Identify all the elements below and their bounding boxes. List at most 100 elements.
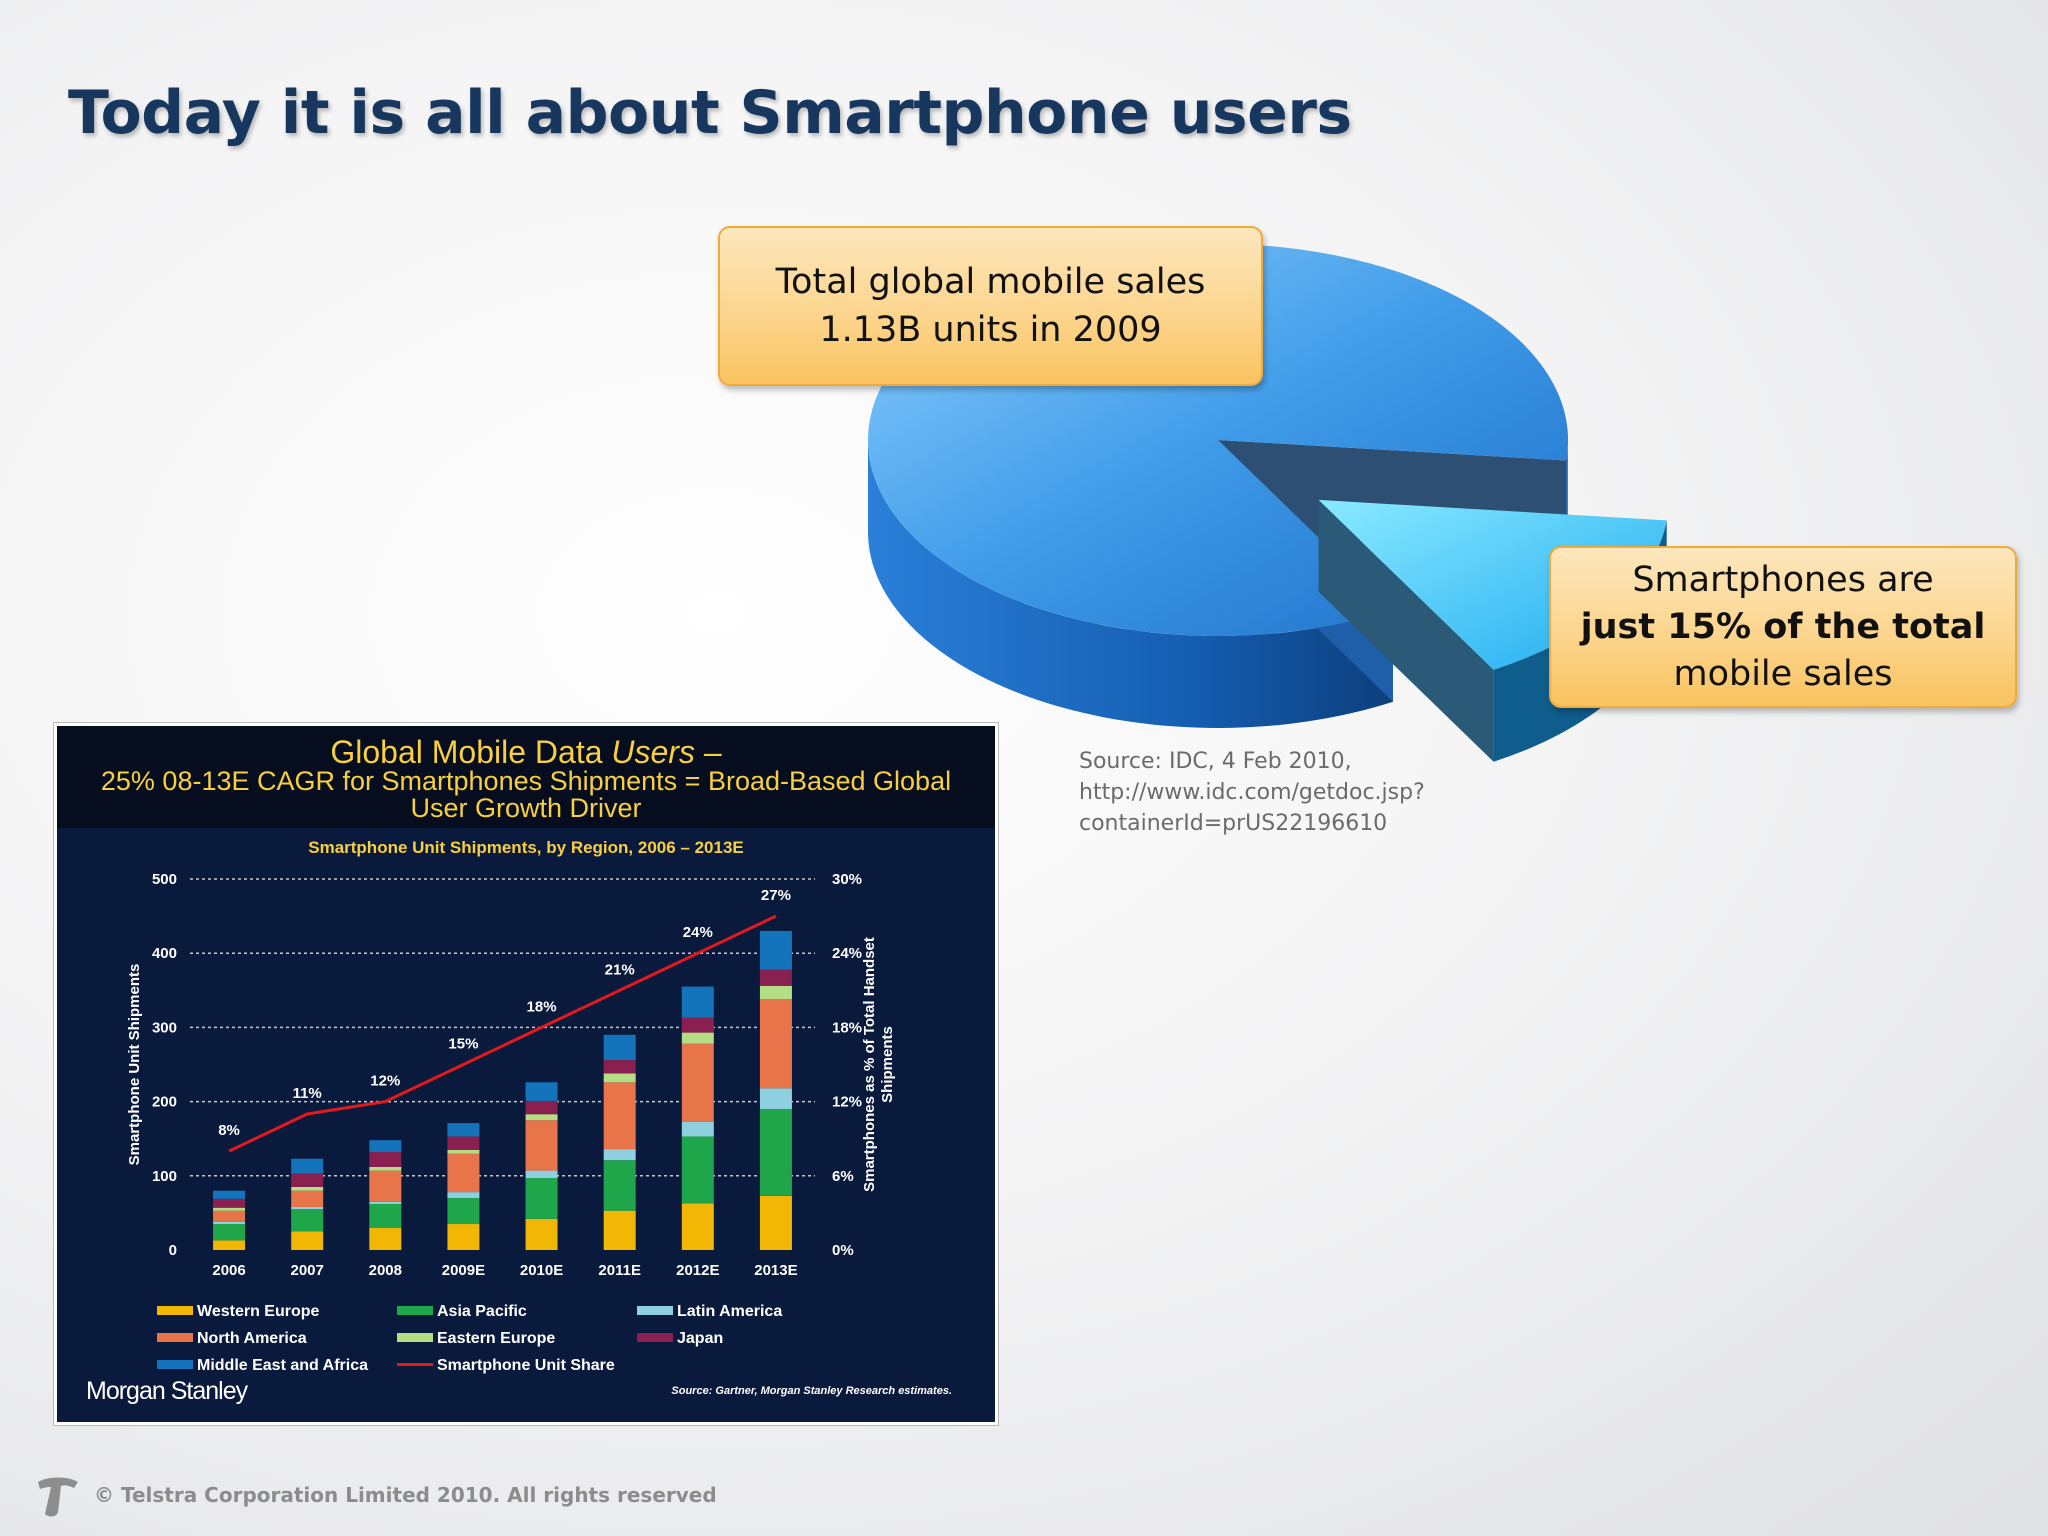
idc-source-line3: containerId=prUS22196610 bbox=[1079, 811, 1388, 836]
pie-slice-cut bbox=[1318, 499, 1494, 762]
y-axis-label: Smartphone Unit Shipments bbox=[126, 964, 143, 1166]
legend-swatch bbox=[637, 1306, 673, 1315]
legend-label: North America bbox=[197, 1330, 307, 1347]
smartphone-share-line3: mobile sales bbox=[1673, 653, 1893, 694]
bar-segment bbox=[291, 1186, 324, 1191]
chart-subtitle: Smartphone Unit Shipments, by Region, 20… bbox=[308, 838, 744, 857]
legend-swatch bbox=[397, 1333, 433, 1342]
legend-swatch bbox=[397, 1363, 433, 1366]
bar-segment bbox=[291, 1173, 324, 1187]
bar-segment bbox=[291, 1231, 324, 1250]
bar-segment bbox=[447, 1224, 480, 1250]
bar-segment bbox=[213, 1240, 246, 1250]
idc-source-line2: http://www.idc.com/getdoc.jsp? bbox=[1079, 780, 1425, 805]
bar-segment bbox=[759, 1195, 792, 1250]
share-data-label: 11% bbox=[293, 1085, 322, 1102]
bar-segment bbox=[447, 1198, 480, 1225]
y-tick-label: 0 bbox=[169, 1242, 177, 1259]
bar-segment bbox=[681, 986, 714, 1018]
bar-segment bbox=[759, 969, 792, 986]
chart-headline: Global Mobile Data Users – 25% 08-13E CA… bbox=[57, 726, 995, 828]
stacked-bar-chart: Smartphone Unit Shipments, by Region, 20… bbox=[86, 838, 952, 1405]
bar-segment bbox=[369, 1227, 402, 1250]
bar-segment bbox=[369, 1170, 402, 1202]
chart-headline-line1: Global Mobile Data Users – bbox=[330, 734, 722, 770]
bar-segment bbox=[525, 1082, 558, 1101]
share-data-label: 12% bbox=[370, 1073, 400, 1090]
bar-segment bbox=[759, 985, 792, 1000]
share-line bbox=[228, 914, 777, 1153]
bar-segment bbox=[291, 1209, 324, 1232]
y2-tick-label: 30% bbox=[832, 871, 862, 888]
bar-segment bbox=[681, 1032, 714, 1044]
total-sales-line2: 1.13B units in 2009 bbox=[819, 310, 1162, 350]
y2-axis-label-line2: Shipments bbox=[879, 1026, 896, 1103]
share-data-label: 18% bbox=[527, 998, 557, 1015]
x-tick-label: 2010E bbox=[520, 1262, 563, 1279]
legend-swatch bbox=[157, 1333, 193, 1342]
total-sales-callout: Total global mobile sales 1.13B units in… bbox=[718, 226, 1263, 386]
bar-segment bbox=[759, 999, 792, 1089]
y-tick-label: 100 bbox=[152, 1168, 177, 1185]
slide-title: Today it is all about Smartphone users bbox=[68, 78, 1352, 148]
bar-segment bbox=[603, 1149, 636, 1161]
bar-segment bbox=[291, 1206, 324, 1210]
legend-swatch bbox=[637, 1333, 673, 1342]
bar-segment bbox=[681, 1043, 714, 1122]
bar-segment bbox=[447, 1192, 480, 1199]
bar-segment bbox=[369, 1166, 402, 1171]
chart-source: Source: Gartner, Morgan Stanley Research… bbox=[671, 1385, 952, 1397]
bar-segment bbox=[681, 1121, 714, 1137]
legend-label: Middle East and Africa bbox=[197, 1357, 368, 1374]
bar-segment bbox=[759, 1109, 792, 1196]
x-tick-label: 2008 bbox=[369, 1262, 402, 1279]
bar-segment bbox=[759, 930, 792, 970]
bar-segment bbox=[681, 1203, 714, 1250]
x-tick-label: 2007 bbox=[291, 1262, 324, 1279]
legend-swatch bbox=[157, 1306, 193, 1315]
y2-tick-label: 0% bbox=[832, 1242, 854, 1259]
bar-segment bbox=[213, 1207, 246, 1211]
x-tick-label: 2012E bbox=[676, 1262, 719, 1279]
legend-swatch bbox=[157, 1360, 193, 1369]
bar-segment bbox=[759, 1088, 792, 1110]
x-tick-label: 2006 bbox=[212, 1262, 245, 1279]
smartphone-share-line2: just 15% of the total bbox=[1580, 606, 1986, 647]
y-tick-label: 400 bbox=[152, 945, 177, 962]
y-tick-label: 200 bbox=[152, 1094, 177, 1111]
share-data-label: 21% bbox=[605, 961, 635, 978]
total-sales-line1: Total global mobile sales bbox=[775, 262, 1206, 302]
bar-segment bbox=[603, 1210, 636, 1250]
bar-segment bbox=[291, 1190, 324, 1207]
y2-tick-label: 12% bbox=[832, 1094, 862, 1111]
bar-segment bbox=[213, 1221, 246, 1225]
bar-segment bbox=[603, 1073, 636, 1083]
morgan-stanley-logo: Morgan Stanley bbox=[86, 1377, 249, 1405]
bar-segment bbox=[603, 1034, 636, 1061]
share-data-label: 24% bbox=[683, 924, 713, 941]
y2-tick-label: 24% bbox=[832, 945, 862, 962]
y-tick-label: 500 bbox=[152, 871, 177, 888]
legend-label: Latin America bbox=[677, 1303, 782, 1320]
bar-segment bbox=[525, 1100, 558, 1115]
legend-swatch bbox=[397, 1306, 433, 1315]
idc-source-line1: Source: IDC, 4 Feb 2010, bbox=[1079, 749, 1352, 774]
chart-headline-line2: 25% 08-13E CAGR for Smartphones Shipment… bbox=[100, 766, 952, 796]
y2-axis-label-line1: Smartphones as % of Total Handset bbox=[861, 937, 878, 1192]
bar-segment bbox=[213, 1198, 246, 1208]
idc-source-note: Source: IDC, 4 Feb 2010, http://www.idc.… bbox=[1079, 746, 1425, 839]
legend-label: Eastern Europe bbox=[437, 1330, 555, 1347]
bar-segment bbox=[369, 1140, 402, 1153]
bar-segment bbox=[603, 1082, 636, 1150]
bar-segment bbox=[213, 1190, 246, 1199]
smartphone-share-line1: Smartphones are bbox=[1632, 559, 1934, 600]
bar-segment bbox=[681, 1017, 714, 1033]
share-data-label: 8% bbox=[218, 1122, 240, 1139]
bar-segment bbox=[603, 1160, 636, 1211]
legend-label: Japan bbox=[677, 1330, 723, 1347]
bar-segment bbox=[369, 1203, 402, 1228]
share-data-label: 27% bbox=[761, 887, 791, 904]
bar-segment bbox=[525, 1218, 558, 1250]
bar-segment bbox=[447, 1136, 480, 1150]
y-tick-label: 300 bbox=[152, 1019, 177, 1036]
